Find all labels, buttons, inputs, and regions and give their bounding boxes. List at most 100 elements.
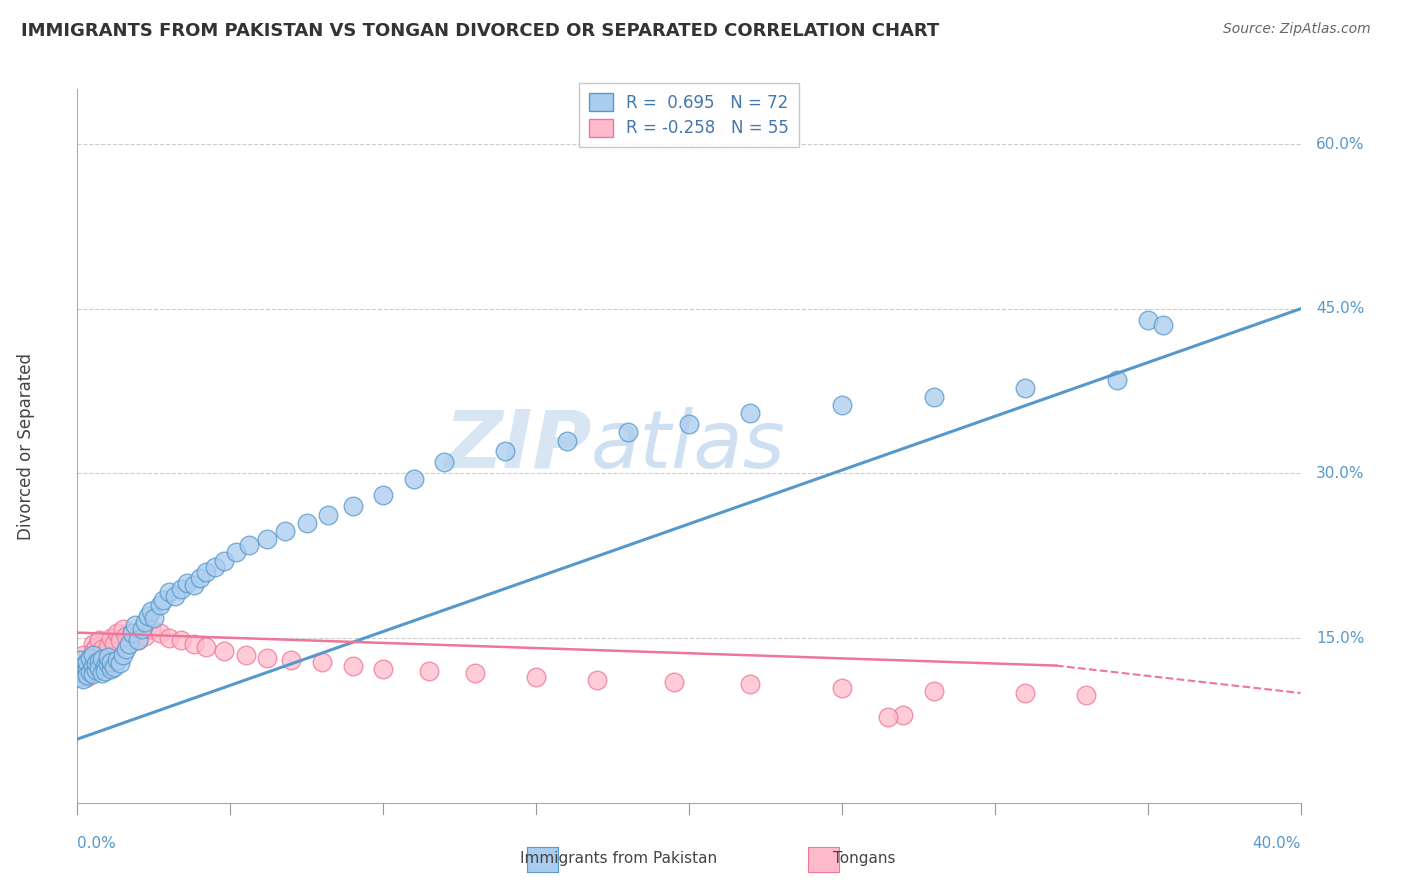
Point bbox=[79, 651, 101, 665]
Point bbox=[82, 637, 104, 651]
Point bbox=[183, 578, 205, 592]
Point bbox=[433, 455, 456, 469]
Point bbox=[72, 662, 94, 676]
Point bbox=[112, 648, 135, 662]
Point bbox=[72, 648, 94, 662]
Point bbox=[84, 657, 107, 671]
Text: Source: ZipAtlas.com: Source: ZipAtlas.com bbox=[1223, 22, 1371, 37]
Point bbox=[72, 658, 94, 673]
Text: Divorced or Separated: Divorced or Separated bbox=[17, 352, 35, 540]
Point bbox=[82, 667, 104, 681]
Point bbox=[76, 655, 98, 669]
Point bbox=[103, 659, 125, 673]
Text: 0.0%: 0.0% bbox=[77, 836, 117, 851]
Point bbox=[97, 657, 120, 672]
Point bbox=[69, 664, 91, 678]
Point bbox=[212, 644, 235, 658]
Point bbox=[891, 708, 914, 723]
Point bbox=[76, 669, 98, 683]
Point bbox=[136, 609, 159, 624]
Point bbox=[69, 669, 91, 683]
Point bbox=[105, 625, 128, 640]
Point bbox=[256, 533, 278, 547]
Point bbox=[84, 640, 107, 654]
Point bbox=[94, 658, 117, 673]
Point bbox=[183, 637, 205, 651]
Point bbox=[100, 662, 122, 676]
Point bbox=[1107, 373, 1129, 387]
Point bbox=[142, 611, 165, 625]
Text: Tongans: Tongans bbox=[834, 851, 896, 865]
Point bbox=[188, 571, 211, 585]
Text: Immigrants from Pakistan: Immigrants from Pakistan bbox=[520, 851, 717, 865]
Point bbox=[103, 637, 125, 651]
Text: 45.0%: 45.0% bbox=[1316, 301, 1364, 317]
Point bbox=[76, 668, 98, 682]
Point bbox=[97, 640, 120, 654]
Point bbox=[1076, 688, 1098, 702]
Point bbox=[170, 582, 193, 596]
Point bbox=[134, 615, 156, 629]
Point bbox=[194, 640, 217, 654]
Point bbox=[90, 642, 112, 657]
Point bbox=[524, 669, 547, 683]
Point bbox=[90, 666, 112, 681]
Point bbox=[1014, 381, 1036, 395]
Point bbox=[295, 516, 318, 530]
Point bbox=[212, 554, 235, 568]
Point bbox=[922, 683, 945, 698]
Point bbox=[97, 655, 120, 669]
Point bbox=[165, 590, 187, 604]
Text: 15.0%: 15.0% bbox=[1316, 631, 1364, 646]
Point bbox=[79, 664, 101, 678]
Text: 40.0%: 40.0% bbox=[1253, 836, 1301, 851]
Point bbox=[617, 425, 640, 439]
Point bbox=[79, 651, 101, 665]
Point bbox=[87, 654, 110, 668]
Text: IMMIGRANTS FROM PAKISTAN VS TONGAN DIVORCED OR SEPARATED CORRELATION CHART: IMMIGRANTS FROM PAKISTAN VS TONGAN DIVOR… bbox=[21, 22, 939, 40]
Point bbox=[342, 500, 364, 514]
Point bbox=[84, 653, 107, 667]
Point bbox=[371, 662, 394, 676]
Point bbox=[121, 625, 143, 640]
Point bbox=[100, 655, 122, 669]
Point bbox=[316, 508, 339, 523]
Point bbox=[1136, 312, 1159, 326]
Point bbox=[256, 651, 278, 665]
Point bbox=[118, 637, 141, 651]
Point bbox=[831, 681, 853, 695]
Point bbox=[82, 658, 104, 673]
Point bbox=[1152, 318, 1174, 333]
Point bbox=[69, 653, 91, 667]
Point bbox=[152, 592, 174, 607]
Point bbox=[922, 390, 945, 404]
Point bbox=[371, 488, 394, 502]
Point bbox=[79, 665, 101, 680]
Point bbox=[94, 648, 117, 662]
Point bbox=[124, 618, 146, 632]
Point bbox=[76, 662, 98, 676]
Point bbox=[235, 648, 257, 662]
Point bbox=[127, 633, 149, 648]
Point bbox=[225, 545, 247, 559]
Point bbox=[139, 604, 162, 618]
Point bbox=[87, 648, 110, 662]
Point bbox=[194, 566, 217, 580]
Legend: R =  0.695   N = 72, R = -0.258   N = 55: R = 0.695 N = 72, R = -0.258 N = 55 bbox=[579, 83, 799, 147]
Point bbox=[139, 623, 162, 637]
Point bbox=[402, 472, 425, 486]
Point bbox=[90, 652, 112, 666]
Point bbox=[662, 675, 685, 690]
Point bbox=[238, 538, 260, 552]
Point bbox=[678, 417, 700, 431]
Point bbox=[87, 633, 110, 648]
Text: 30.0%: 30.0% bbox=[1316, 466, 1364, 481]
Point bbox=[115, 642, 138, 657]
Point bbox=[1014, 686, 1036, 700]
Point bbox=[127, 633, 149, 648]
Point bbox=[170, 633, 193, 648]
Point bbox=[831, 398, 853, 412]
Point bbox=[418, 664, 440, 678]
Point bbox=[108, 657, 131, 671]
Point bbox=[82, 659, 104, 673]
